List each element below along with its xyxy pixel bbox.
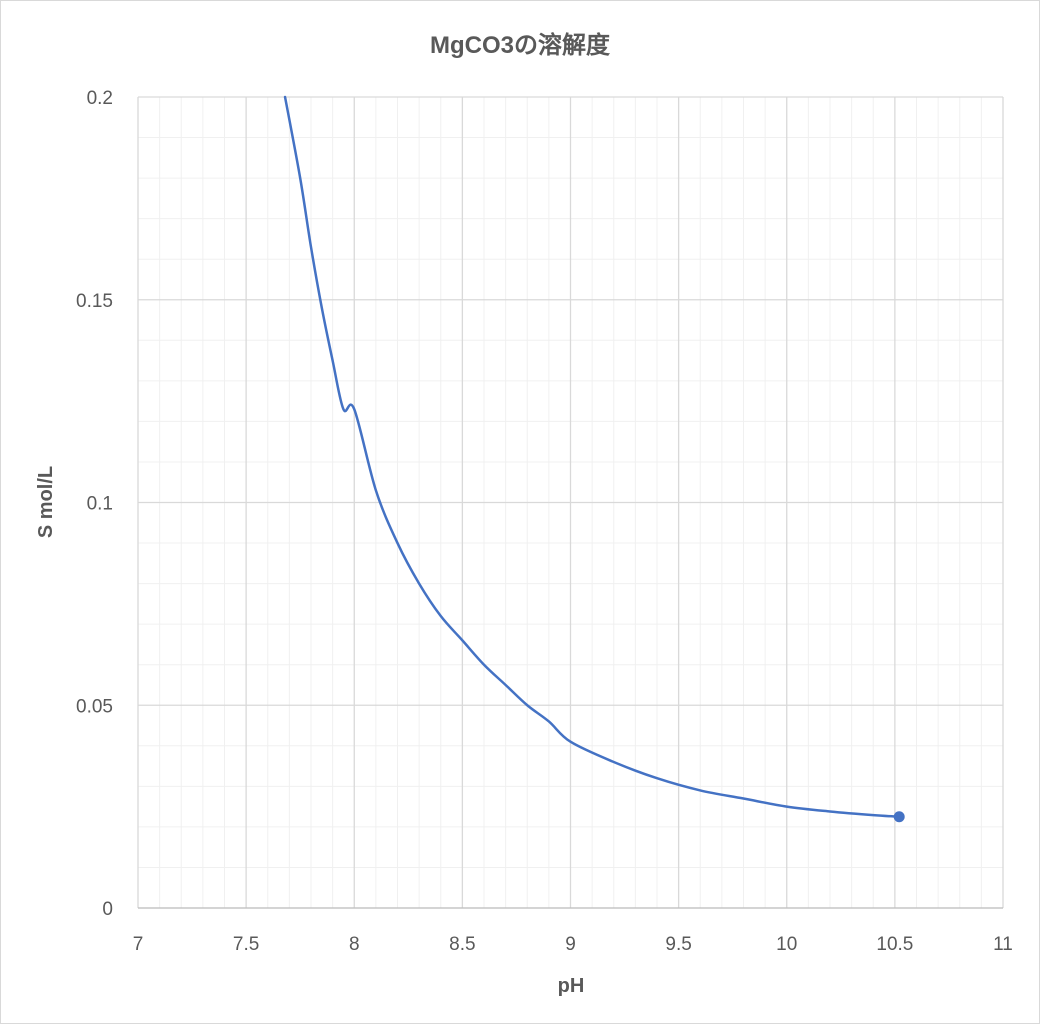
x-tick-label: 8 [349,934,360,955]
y-tick-label: 0.2 [87,88,113,109]
x-tick-label: 10 [776,934,797,955]
series-end-point [893,811,905,823]
y-tick-label: 0.1 [87,494,113,515]
major-grid [137,96,1004,909]
x-tick-label: 7.5 [233,934,259,955]
series-points [893,811,905,823]
x-axis-label: pH [558,975,585,997]
y-axis-label: S mol/L [35,466,57,538]
y-tick-label: 0.05 [76,696,113,717]
y-tick-label: 0 [102,899,113,920]
x-tick-label: 9 [565,934,576,955]
x-tick-label: 7 [133,934,144,955]
x-tick-label: 10.5 [876,934,913,955]
y-tick-labels: 0 0.05 0.1 0.15 0.2 [76,88,113,920]
x-tick-label: 9.5 [665,934,691,955]
series-line [283,95,901,819]
y-tick-label: 0.15 [76,291,113,312]
x-tick-label: 8.5 [449,934,475,955]
x-tick-labels: 7 7.5 8 8.5 9 9.5 10 10.5 11 [133,934,1013,955]
chart-title: MgCO3の溶解度 [430,31,611,59]
x-tick-label: 11 [993,934,1013,955]
